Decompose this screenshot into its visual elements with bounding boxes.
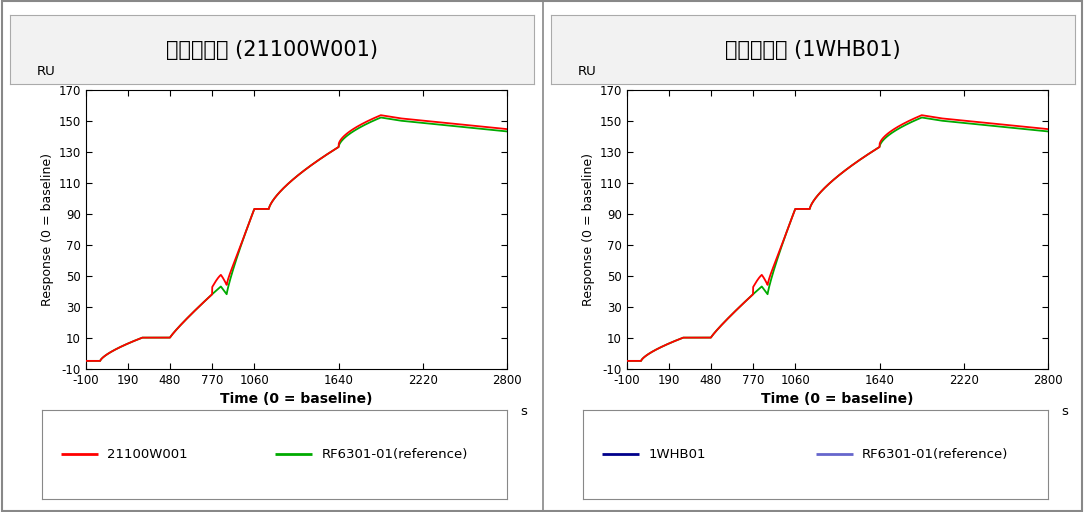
- Y-axis label: Response (0 = baseline): Response (0 = baseline): [41, 153, 54, 306]
- Text: s: s: [1061, 405, 1068, 418]
- Text: RU: RU: [37, 66, 56, 78]
- Text: 완제의약품 (1WHB01): 완제의약품 (1WHB01): [725, 40, 901, 60]
- X-axis label: Time (0 = baseline): Time (0 = baseline): [761, 392, 914, 406]
- Text: s: s: [520, 405, 527, 418]
- Text: RF6301-01(reference): RF6301-01(reference): [862, 448, 1008, 461]
- Text: 1WHB01: 1WHB01: [648, 448, 706, 461]
- Text: RU: RU: [578, 66, 597, 78]
- Y-axis label: Response (0 = baseline): Response (0 = baseline): [582, 153, 595, 306]
- Text: 21100W001: 21100W001: [107, 448, 188, 461]
- Text: RF6301-01(reference): RF6301-01(reference): [321, 448, 467, 461]
- Text: 원료의약품 (21100W001): 원료의약품 (21100W001): [166, 40, 378, 60]
- X-axis label: Time (0 = baseline): Time (0 = baseline): [220, 392, 373, 406]
